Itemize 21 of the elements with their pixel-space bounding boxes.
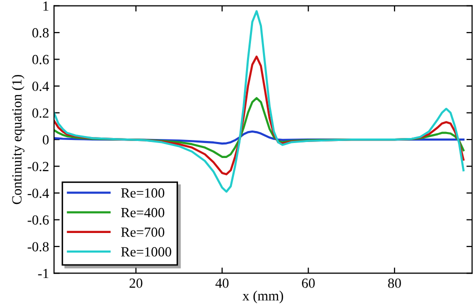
y-tick-label: 0.4 [32,82,49,92]
x-tick-label: 20 [130,278,142,288]
y-tick-label: -0.2 [28,162,48,172]
y-tick-label: 0.2 [32,108,48,118]
y-tick-label: 0.8 [32,28,49,38]
y-tick-label: -1 [38,268,48,278]
legend-label: Re=400 [121,208,164,218]
legend-label: Re=1000 [121,247,172,257]
y-tick-label: 0 [42,135,49,144]
y-tick-label: -0.6 [28,215,49,225]
y-tick-label: -0.4 [28,188,49,198]
y-tick-label: 0.6 [32,54,49,64]
y-axis-title: Continuity equation (1) [12,74,24,204]
y-tick-label: -0.8 [28,242,49,252]
x-tick-label: 40 [215,278,229,288]
y-tick-label: 1 [43,1,48,11]
legend-label: Re=700 [121,228,164,237]
x-tick-label: 60 [302,278,315,288]
x-axis-title: x (mm) [242,290,284,304]
legend-label: Re=100 [121,188,164,198]
x-tick-label: 80 [388,278,401,288]
